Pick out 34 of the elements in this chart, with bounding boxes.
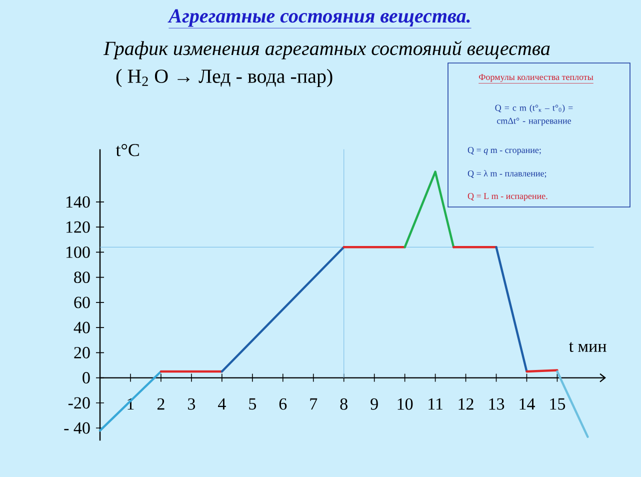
x-tick-label: 11 (428, 398, 442, 410)
chart-title: Агрегатные состояния вещества. (168, 9, 470, 27)
x-tick-label: 7 (310, 398, 318, 410)
y-axis-title: t°C (116, 144, 139, 156)
x-tick-label: 4 (218, 398, 226, 410)
y-tick-label: 80 (74, 272, 90, 284)
annotation: Q = λ m - плавление; (468, 170, 546, 178)
y-tick-label: 20 (74, 346, 90, 358)
x-tick-label: 3 (188, 398, 196, 410)
x-tick-label: 6 (279, 398, 287, 410)
y-tick-label: 120 (66, 221, 90, 233)
x-tick-label: 9 (370, 398, 378, 410)
y-tick-label: 40 (74, 322, 90, 334)
annotation: Q = q m - сгорание; (468, 147, 541, 155)
y-tick-label: 100 (66, 246, 90, 258)
y-tick-label: 140 (66, 196, 90, 208)
y-tick-label: - 40 (64, 422, 90, 434)
x-tick-label: 15 (550, 398, 566, 410)
chart-subtitle: График изменения агрегатных состояний вещества (103, 40, 550, 60)
x-tick-label: 5 (249, 398, 256, 410)
x-tick-label: 12 (458, 398, 474, 410)
text: Формулы количества теплоты (478, 74, 594, 82)
text: ( H$_{2}$ O → Лед - вода -пар) (116, 68, 332, 88)
annotation: Q = L m - испарение. (468, 193, 548, 201)
x-tick-label: 10 (398, 398, 413, 410)
y-tick-label: 60 (74, 296, 90, 308)
x-tick-label: 8 (340, 398, 348, 410)
x-tick-label: 2 (157, 398, 164, 410)
text: Q = c m (t°$_{к}$ – t°$_{0}$) = cmΔt° - нагревание (495, 104, 573, 126)
x-tick-label: 14 (520, 398, 535, 410)
x-tick-label: 13 (489, 398, 504, 410)
x-axis-title: t мин (568, 342, 606, 352)
y-tick-label: -20 (68, 397, 90, 409)
y-tick-label: 0 (82, 372, 90, 384)
